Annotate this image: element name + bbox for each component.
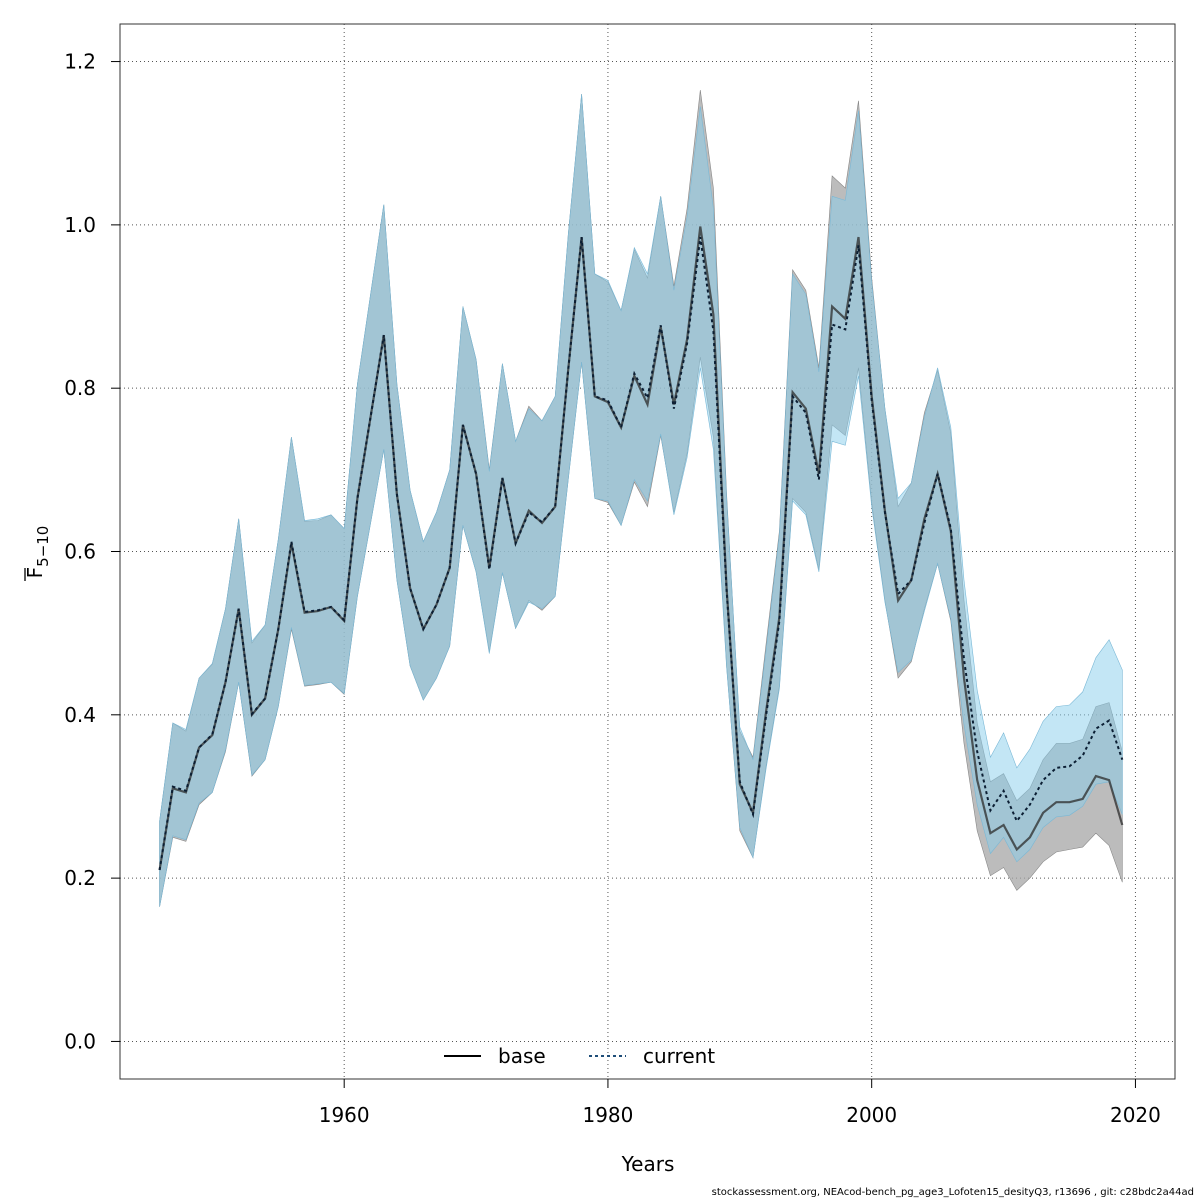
y-tick-label: 0.0 [64, 1029, 96, 1053]
current-line [158, 236, 1124, 871]
y-tick-label: 0.8 [64, 376, 96, 400]
y-tick-label: 1.2 [64, 50, 96, 74]
x-tick-label: 2000 [846, 1103, 897, 1127]
x-tick-label: 2020 [1110, 1103, 1161, 1127]
x-tick-label: 1980 [582, 1103, 633, 1127]
footer-note: stockassessment.org, NEAcod-bench_pg_age… [711, 1187, 1194, 1198]
y-axis-title-sub: 5−10 [34, 526, 52, 567]
legend-base-label: base [498, 1044, 546, 1068]
series-lines [158, 226, 1124, 871]
legend-current-label: current [643, 1044, 715, 1068]
axes: 1960 1980 2000 2020 0.0 0.2 0.4 0.6 0.8 1.0 1.2 [64, 50, 1161, 1127]
y-tick-label: 1.0 [64, 213, 96, 237]
y-tick-label: 0.4 [64, 703, 96, 727]
y-axis-title-main: F [23, 567, 47, 579]
y-tick-label: 0.2 [64, 866, 96, 890]
y-axis-title: F5−10 [23, 526, 52, 581]
x-axis-title: Years [621, 1152, 675, 1176]
x-tick-label: 1960 [319, 1103, 370, 1127]
svg-text:F5−10: F5−10 [23, 526, 52, 579]
legend: base current [444, 1044, 715, 1068]
y-tick-label: 0.6 [64, 540, 96, 564]
